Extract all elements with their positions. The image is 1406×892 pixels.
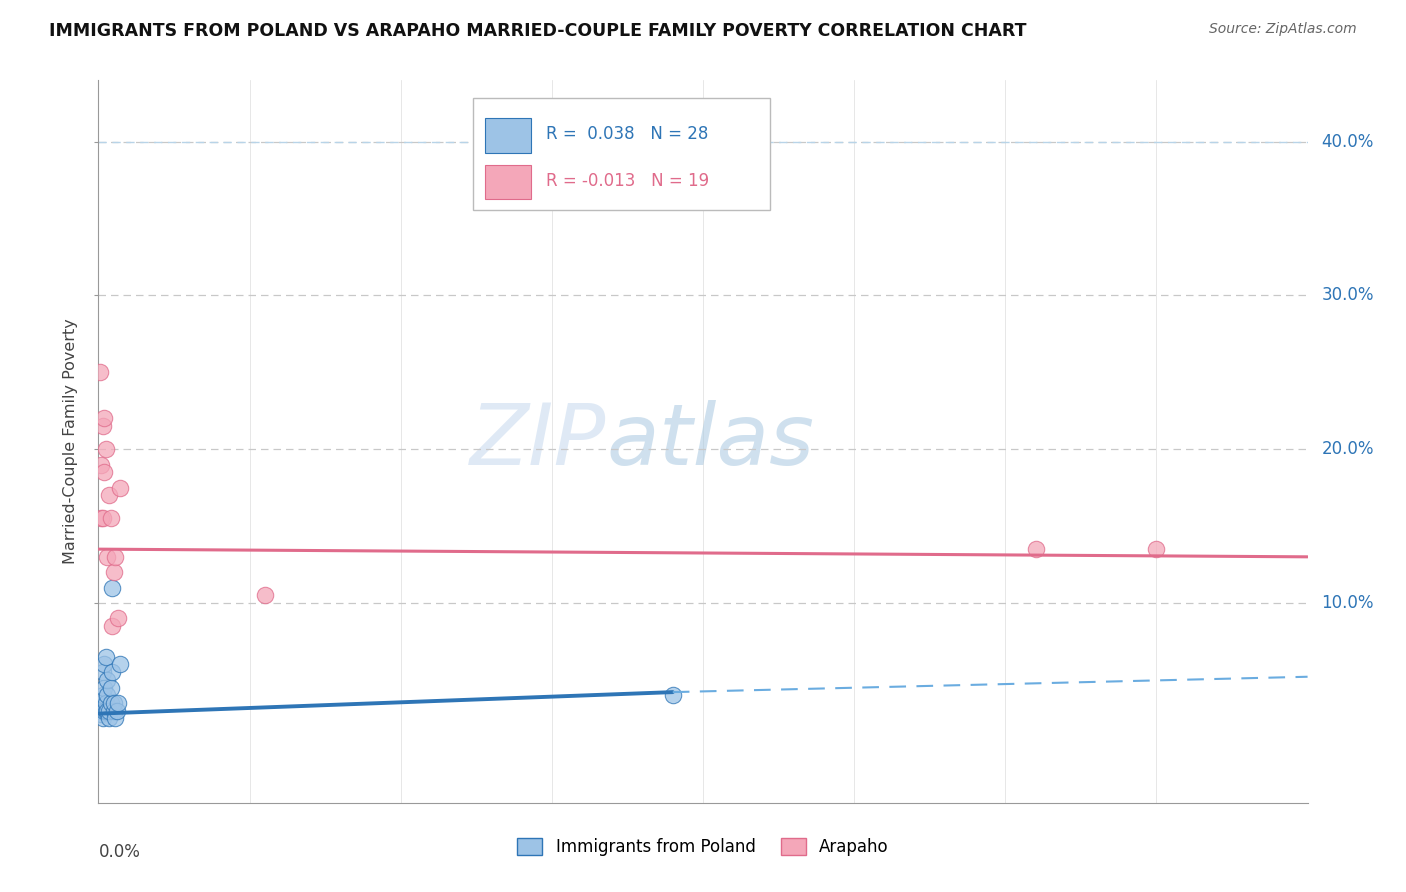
Point <box>103 704 125 718</box>
Text: ZIP: ZIP <box>470 400 606 483</box>
Point <box>1024 542 1046 557</box>
Point <box>94 696 117 710</box>
FancyBboxPatch shape <box>485 118 531 153</box>
Point <box>1144 542 1167 557</box>
Point <box>89 365 111 379</box>
Point <box>101 581 124 595</box>
Point <box>94 442 117 457</box>
Point <box>93 704 115 718</box>
Point <box>90 706 112 721</box>
Point <box>100 681 122 695</box>
Point <box>104 711 127 725</box>
Text: 0.0%: 0.0% <box>98 843 141 861</box>
Point <box>661 688 683 702</box>
Point <box>101 665 124 680</box>
Point <box>90 458 112 472</box>
Point <box>94 704 117 718</box>
Text: IMMIGRANTS FROM POLAND VS ARAPAHO MARRIED-COUPLE FAMILY POVERTY CORRELATION CHAR: IMMIGRANTS FROM POLAND VS ARAPAHO MARRIE… <box>49 22 1026 40</box>
Text: 10.0%: 10.0% <box>1322 594 1374 612</box>
Point <box>91 688 114 702</box>
Text: Source: ZipAtlas.com: Source: ZipAtlas.com <box>1209 22 1357 37</box>
Text: 40.0%: 40.0% <box>1322 133 1374 151</box>
Point <box>90 511 112 525</box>
Point <box>100 696 122 710</box>
Point <box>107 696 129 710</box>
Point <box>105 704 128 718</box>
Point <box>91 665 114 680</box>
Point <box>96 704 118 718</box>
Text: 20.0%: 20.0% <box>1322 441 1374 458</box>
FancyBboxPatch shape <box>485 165 531 200</box>
Text: R =  0.038   N = 28: R = 0.038 N = 28 <box>546 126 709 144</box>
Point <box>107 611 129 625</box>
Point <box>98 704 121 718</box>
Text: R = -0.013   N = 19: R = -0.013 N = 19 <box>546 172 709 190</box>
Point <box>108 657 131 672</box>
Point <box>93 657 115 672</box>
Point <box>93 411 115 425</box>
Point <box>100 511 122 525</box>
Y-axis label: Married-Couple Family Poverty: Married-Couple Family Poverty <box>63 318 79 565</box>
Point <box>103 696 125 710</box>
Point <box>96 549 118 564</box>
Point <box>93 681 115 695</box>
Point <box>98 711 121 725</box>
Point <box>96 673 118 687</box>
Point <box>96 688 118 702</box>
Point <box>98 488 121 502</box>
Point <box>91 419 114 434</box>
Point <box>104 549 127 564</box>
Point <box>89 704 111 718</box>
FancyBboxPatch shape <box>474 98 769 211</box>
Point <box>101 619 124 633</box>
Point <box>103 565 125 579</box>
Point <box>94 649 117 664</box>
Legend: Immigrants from Poland, Arapaho: Immigrants from Poland, Arapaho <box>510 831 896 863</box>
Point <box>93 465 115 479</box>
Point <box>90 696 112 710</box>
Text: 30.0%: 30.0% <box>1322 286 1374 304</box>
Point <box>91 711 114 725</box>
Point <box>253 588 276 602</box>
Point <box>108 481 131 495</box>
Text: atlas: atlas <box>606 400 814 483</box>
Point <box>91 511 114 525</box>
